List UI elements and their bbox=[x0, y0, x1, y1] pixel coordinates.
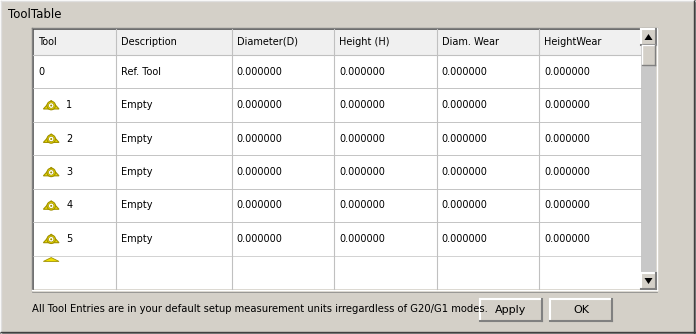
Text: 0.000000: 0.000000 bbox=[442, 100, 488, 110]
Text: 0.000000: 0.000000 bbox=[339, 234, 385, 244]
FancyBboxPatch shape bbox=[641, 29, 656, 45]
Polygon shape bbox=[43, 234, 59, 243]
Circle shape bbox=[49, 236, 54, 242]
Text: Apply: Apply bbox=[496, 305, 527, 315]
Circle shape bbox=[49, 203, 54, 208]
Polygon shape bbox=[644, 278, 653, 284]
Text: 0: 0 bbox=[38, 67, 44, 77]
Text: ToolTable: ToolTable bbox=[8, 7, 61, 20]
Text: 0.000000: 0.000000 bbox=[339, 134, 385, 144]
Text: All Tool Entries are in your default setup measurement units irregardless of G20: All Tool Entries are in your default set… bbox=[32, 304, 488, 314]
Text: 0.000000: 0.000000 bbox=[339, 100, 385, 110]
Polygon shape bbox=[43, 101, 59, 109]
Text: 0.000000: 0.000000 bbox=[237, 100, 283, 110]
Circle shape bbox=[50, 205, 52, 207]
Text: OK: OK bbox=[573, 305, 589, 315]
Text: 2: 2 bbox=[66, 134, 72, 144]
Text: Empty: Empty bbox=[120, 100, 152, 110]
Polygon shape bbox=[43, 201, 59, 209]
Text: 0.000000: 0.000000 bbox=[237, 234, 283, 244]
Text: Description: Description bbox=[120, 37, 177, 47]
Text: 0.000000: 0.000000 bbox=[442, 134, 488, 144]
Text: 0.000000: 0.000000 bbox=[442, 200, 488, 210]
Circle shape bbox=[47, 168, 56, 177]
Text: Empty: Empty bbox=[120, 134, 152, 144]
Text: 0.000000: 0.000000 bbox=[442, 67, 488, 77]
Polygon shape bbox=[43, 134, 59, 142]
Text: 0.000000: 0.000000 bbox=[544, 200, 590, 210]
Circle shape bbox=[49, 170, 54, 175]
Text: 0.000000: 0.000000 bbox=[237, 200, 283, 210]
Text: 0.000000: 0.000000 bbox=[339, 167, 385, 177]
Circle shape bbox=[47, 235, 56, 243]
Circle shape bbox=[49, 103, 54, 108]
Circle shape bbox=[47, 135, 56, 143]
Text: 0.000000: 0.000000 bbox=[442, 234, 488, 244]
Circle shape bbox=[47, 202, 56, 210]
Text: 0.000000: 0.000000 bbox=[237, 67, 283, 77]
Text: 0.000000: 0.000000 bbox=[339, 200, 385, 210]
Text: 0.000000: 0.000000 bbox=[237, 134, 283, 144]
Circle shape bbox=[50, 238, 52, 240]
FancyBboxPatch shape bbox=[33, 29, 641, 289]
Circle shape bbox=[47, 101, 56, 110]
Text: Tool: Tool bbox=[38, 37, 57, 47]
Text: 0.000000: 0.000000 bbox=[544, 100, 590, 110]
FancyBboxPatch shape bbox=[641, 273, 656, 289]
FancyBboxPatch shape bbox=[550, 299, 612, 321]
Text: 4: 4 bbox=[66, 200, 72, 210]
Text: 0.000000: 0.000000 bbox=[544, 134, 590, 144]
Text: 0.000000: 0.000000 bbox=[544, 167, 590, 177]
Text: Empty: Empty bbox=[120, 167, 152, 177]
Circle shape bbox=[50, 105, 52, 107]
Text: Diam. Wear: Diam. Wear bbox=[442, 37, 499, 47]
FancyBboxPatch shape bbox=[33, 29, 641, 55]
Text: 0.000000: 0.000000 bbox=[544, 234, 590, 244]
Circle shape bbox=[50, 138, 52, 140]
Text: 0.000000: 0.000000 bbox=[237, 167, 283, 177]
Text: 0.000000: 0.000000 bbox=[442, 167, 488, 177]
FancyBboxPatch shape bbox=[642, 45, 655, 65]
Text: 0.000000: 0.000000 bbox=[339, 67, 385, 77]
Text: Ref. Tool: Ref. Tool bbox=[120, 67, 161, 77]
Text: Diameter(D): Diameter(D) bbox=[237, 37, 298, 47]
Text: 0.000000: 0.000000 bbox=[544, 67, 590, 77]
Polygon shape bbox=[644, 34, 653, 40]
Text: 3: 3 bbox=[66, 167, 72, 177]
Polygon shape bbox=[43, 167, 59, 176]
Text: Height (H): Height (H) bbox=[339, 37, 390, 47]
Text: Empty: Empty bbox=[120, 234, 152, 244]
Text: Empty: Empty bbox=[120, 200, 152, 210]
Text: 1: 1 bbox=[66, 100, 72, 110]
FancyBboxPatch shape bbox=[480, 299, 542, 321]
FancyBboxPatch shape bbox=[641, 29, 656, 289]
Circle shape bbox=[49, 136, 54, 142]
Text: 5: 5 bbox=[66, 234, 72, 244]
Text: HeightWear: HeightWear bbox=[544, 37, 602, 47]
Polygon shape bbox=[43, 258, 59, 262]
Circle shape bbox=[50, 171, 52, 173]
